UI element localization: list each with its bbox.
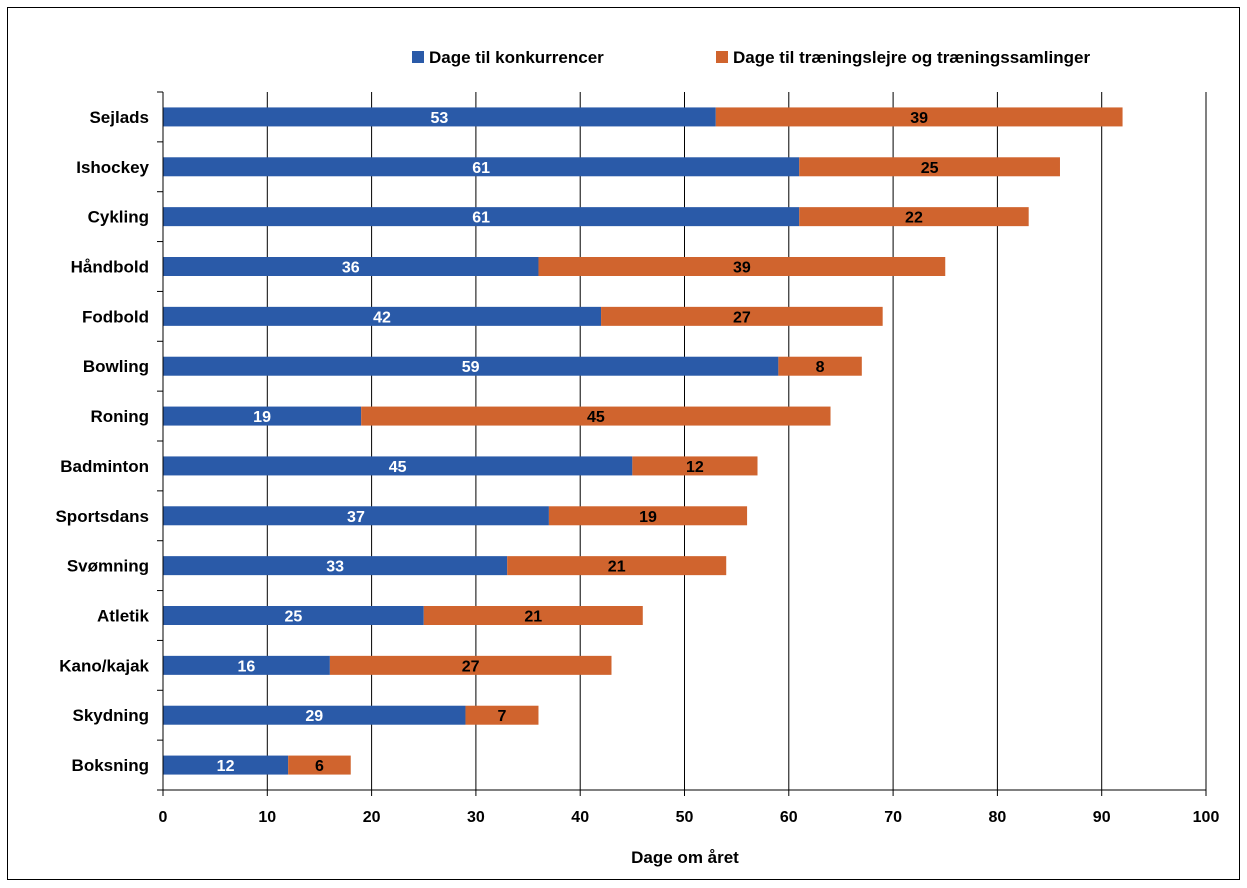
category-label: Svømning: [67, 557, 149, 576]
data-label: 6: [315, 758, 324, 775]
bar-segment-traening: [329, 655, 612, 675]
data-label: 21: [524, 609, 542, 626]
legend-swatch: [412, 51, 424, 63]
data-label: 39: [733, 260, 751, 277]
data-label: 33: [326, 559, 344, 576]
data-label: 19: [253, 409, 271, 426]
data-label: 21: [608, 559, 626, 576]
category-label: Boksning: [72, 756, 149, 775]
x-tick-label: 10: [258, 809, 276, 826]
data-label: 42: [373, 309, 391, 326]
category-label: Kano/kajak: [59, 656, 149, 675]
bar-segment-konkurrencer: [163, 207, 800, 227]
bar-segment-konkurrencer: [163, 655, 330, 675]
bar-segment-traening: [799, 157, 1060, 177]
data-label: 7: [498, 708, 507, 725]
category-label: Bowling: [83, 357, 149, 376]
bar-segment-traening: [548, 506, 748, 526]
x-tick-label: 40: [571, 809, 589, 826]
bar-segment-konkurrencer: [163, 157, 800, 177]
category-label: Fodbold: [82, 307, 149, 326]
category-label: Roning: [90, 407, 149, 426]
bar-segment-traening: [715, 107, 1123, 127]
x-axis-title: Dage om året: [631, 848, 739, 867]
bar-segment-traening: [601, 306, 883, 326]
data-label: 39: [910, 110, 928, 127]
data-label: 22: [905, 210, 923, 227]
x-tick-label: 30: [467, 809, 485, 826]
bar-segment-traening: [632, 456, 758, 476]
bar-segment-konkurrencer: [163, 506, 549, 526]
category-label: Skydning: [72, 706, 149, 725]
x-tick-label: 50: [676, 809, 694, 826]
data-label: 16: [238, 658, 256, 675]
bar-segment-konkurrencer: [163, 705, 466, 725]
bar-segment-konkurrencer: [163, 556, 508, 576]
bar-segment-konkurrencer: [163, 356, 779, 376]
bar-segment-konkurrencer: [163, 606, 424, 625]
category-label: Atletik: [97, 607, 150, 626]
axes: 0 10 20 30 40 50 60 70 80 90 100 Sejlads Ishockey Cyk…: [55, 91, 1220, 826]
data-label: 19: [639, 509, 657, 526]
data-label: 12: [217, 758, 235, 775]
bar-segment-traening: [507, 556, 727, 576]
legend-swatch: [716, 51, 728, 63]
data-label: 36: [342, 260, 360, 277]
x-tick-label: 20: [363, 809, 381, 826]
data-label: 12: [686, 459, 704, 476]
category-label: Cykling: [88, 208, 149, 227]
x-tick-label: 90: [1093, 809, 1111, 826]
chart-frame: [7, 7, 1240, 880]
bar-segment-konkurrencer: [163, 107, 716, 127]
data-label: 25: [921, 160, 939, 177]
x-tick-label: 80: [989, 809, 1007, 826]
data-label: 27: [733, 309, 751, 326]
data-label: 61: [472, 160, 490, 177]
data-label: 37: [347, 509, 365, 526]
bar-segment-konkurrencer: [163, 406, 362, 426]
gridlines: [266, 92, 1207, 790]
bar-segment-traening: [361, 406, 831, 426]
bar-segment-traening: [288, 755, 351, 775]
data-label: 45: [587, 409, 605, 426]
category-label: Håndbold: [71, 258, 149, 277]
data-label: 25: [284, 609, 302, 626]
category-label: Ishockey: [76, 158, 149, 177]
data-label: 61: [472, 210, 490, 227]
x-tick-label: 0: [159, 809, 168, 826]
bar-segment-konkurrencer: [163, 306, 602, 326]
data-label: 29: [305, 708, 323, 725]
category-label: Badminton: [60, 457, 149, 476]
x-tick-label: 100: [1193, 809, 1220, 826]
data-label: 45: [389, 459, 407, 476]
data-label: 53: [430, 110, 448, 127]
bar-segment-konkurrencer: [163, 257, 539, 276]
data-label: 8: [816, 359, 825, 376]
bar-segment-traening: [465, 705, 539, 725]
legend-label: Dage til konkurrencer: [429, 48, 604, 67]
bar-segment-traening: [538, 257, 946, 276]
category-label: Sportsdans: [55, 507, 149, 526]
bar-segment-traening: [799, 207, 1029, 227]
bar-segment-traening: [423, 606, 643, 625]
x-tick-label: 70: [884, 809, 902, 826]
data-label: 27: [462, 658, 480, 675]
category-label: Sejlads: [89, 108, 149, 127]
bar-segment-konkurrencer: [163, 755, 289, 775]
bar-segment-konkurrencer: [163, 456, 633, 476]
bars: 53 39 61 25 61 22 36 39 42 27 59 8 19 45 45 12 37 19 33 21 2…: [163, 107, 1123, 775]
x-tick-label: 60: [780, 809, 798, 826]
legend: Dage til konkurrencer Dage til træningsle…: [412, 48, 1090, 67]
data-label: 59: [462, 359, 480, 376]
legend-label: Dage til træningslejre og træningssamlin…: [733, 48, 1090, 67]
bar-segment-traening: [778, 356, 862, 376]
